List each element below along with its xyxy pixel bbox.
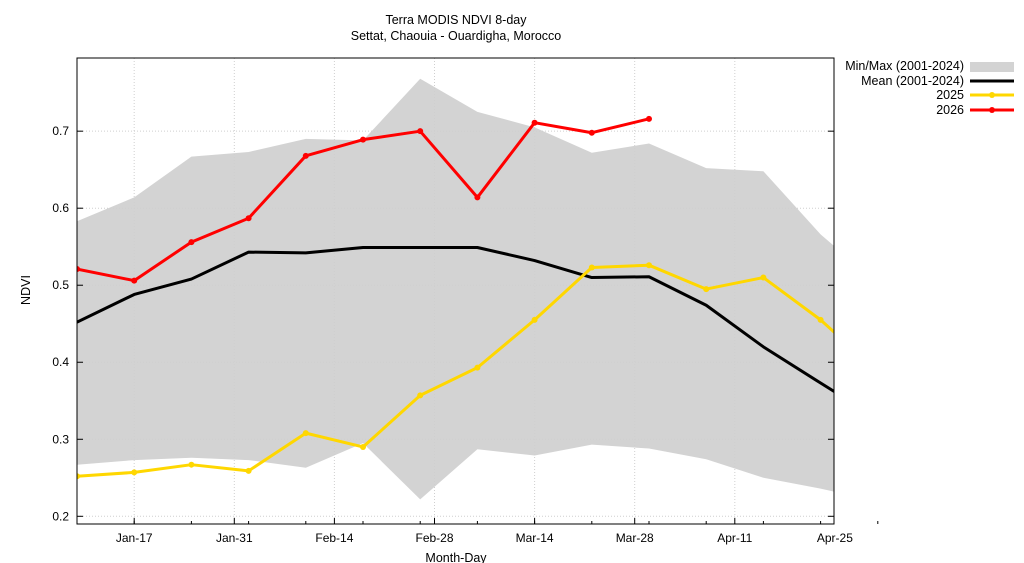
series-2025-point-10: [646, 262, 652, 269]
y-tick-label-5: 0.7: [52, 124, 69, 138]
series-2026-point-10: [646, 115, 652, 122]
x-tick-label-7: Apr-25: [817, 531, 853, 545]
legend-swatch-minmax: [970, 62, 1014, 72]
series-2025-point-1: [131, 469, 138, 476]
y-tick-label-2: 0.4: [52, 355, 69, 369]
legend-label-minmax: Min/Max (2001-2024): [845, 59, 964, 73]
y-axis-label: NDVI: [19, 275, 33, 305]
series-2026-point-5: [360, 136, 366, 143]
series-mean-line: [77, 245, 834, 394]
x-tick-label-1: Jan-31: [216, 531, 253, 545]
series-2025-point-0: [77, 473, 80, 480]
series-2025-point-6: [417, 392, 424, 399]
plot-border: [76, 57, 835, 525]
series-2025-point-5: [360, 443, 366, 450]
legend-marker-series-2026: [989, 107, 995, 113]
plot-area: 0.2 0.3 0.4 0.5 0.6 0.7 Jan-17 Jan-31 Feb-14 Feb-…: [52, 57, 881, 545]
x-tick-label-5: Mar-28: [616, 531, 654, 545]
legend-label-2025: 2025: [936, 88, 964, 102]
plot-clipped-group: [77, 58, 881, 524]
legend-label-mean: Mean (2001-2024): [861, 74, 964, 88]
series-2025-point-11: [703, 286, 710, 293]
series-2026-point-3: [245, 215, 252, 222]
series-2025-point-7: [474, 364, 481, 371]
legend-marker-series-2025: [989, 92, 995, 98]
legend: Min/Max (2001-2024) Mean (2001-2024) 202…: [845, 59, 1014, 117]
x-tick-label-0: Jan-17: [116, 531, 153, 545]
series-2026-point-1: [131, 277, 138, 284]
series-2026-point-9: [588, 129, 595, 136]
x-tick-label-2: Feb-14: [315, 531, 353, 545]
series-2025-point-3: [245, 467, 252, 474]
series-2025-point-9: [588, 264, 595, 271]
series-2025-point-13: [817, 316, 824, 323]
x-tick-label-6: Apr-11: [717, 531, 752, 545]
series-2026-point-2: [188, 239, 195, 246]
series-2025-point-14: [875, 368, 881, 374]
series-2025-point-12: [760, 274, 767, 281]
chart-subtitle: Settat, Chaouia - Ouardigha, Morocco: [351, 29, 562, 43]
legend-label-2026: 2026: [936, 103, 964, 117]
series-2026-point-6: [417, 128, 424, 135]
series-2026-point-8: [531, 119, 538, 126]
series-2026-point-0: [77, 266, 80, 273]
chart-title: Terra MODIS NDVI 8-day: [385, 13, 527, 27]
x-axis-label: Month-Day: [425, 551, 487, 563]
minmax-band: [77, 78, 834, 500]
series-2025-point-2: [188, 461, 195, 468]
y-tick-label-1: 0.3: [52, 432, 69, 446]
y-tick-label-0: 0.2: [52, 509, 69, 523]
series-2026-point-7: [474, 194, 481, 201]
series-2025-point-8: [531, 316, 538, 323]
y-tick-label-4: 0.6: [52, 201, 69, 215]
x-tick-label-4: Mar-14: [516, 531, 554, 545]
y-tick-label-3: 0.5: [52, 278, 69, 292]
x-tick-label-3: Feb-28: [415, 531, 453, 545]
series-2026-point-4: [302, 152, 309, 159]
series-2025-point-4: [302, 430, 309, 437]
